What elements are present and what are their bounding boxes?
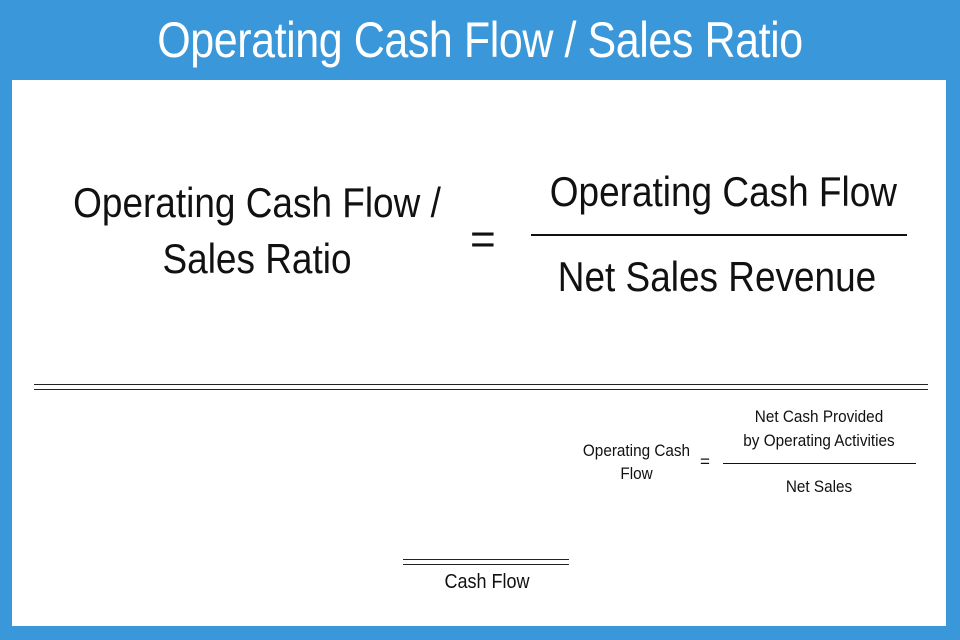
divider-bottom: [34, 389, 928, 390]
main-numerator: Operating Cash Flow: [549, 168, 897, 215]
sub-fraction-bar: [723, 463, 916, 464]
sub-equals-sign: =: [700, 452, 710, 471]
main-equals-sign: =: [470, 215, 496, 264]
main-fraction-bar: [531, 234, 907, 236]
sub-numerator-line1: Net Cash Provided: [754, 407, 884, 426]
sub-formula-lhs: Operating Cash Flow: [580, 439, 693, 485]
page-title: Operating Cash Flow / Sales Ratio: [157, 12, 803, 68]
content-panel: Operating Cash Flow / Sales Ratio = Oper…: [12, 80, 946, 626]
footer-rule-top: [403, 559, 569, 560]
footer-rule-bottom: [403, 564, 569, 565]
sub-denominator: Net Sales: [785, 477, 853, 496]
main-formula-lhs: Operating Cash Flow / Sales Ratio: [68, 175, 446, 287]
main-denominator: Net Sales Revenue: [557, 253, 877, 300]
divider-top: [34, 384, 928, 385]
main-lhs-line2: Sales Ratio: [162, 235, 352, 282]
sub-numerator: Net Cash Provided by Operating Activitie…: [734, 405, 905, 453]
sub-lhs-line1: Operating Cash: [582, 441, 691, 460]
footer-label: Cash Flow: [444, 571, 530, 593]
sub-lhs-line2: Flow: [620, 464, 653, 483]
main-lhs-line1: Operating Cash Flow /: [73, 179, 441, 226]
sub-numerator-line2: by Operating Activities: [743, 431, 895, 450]
